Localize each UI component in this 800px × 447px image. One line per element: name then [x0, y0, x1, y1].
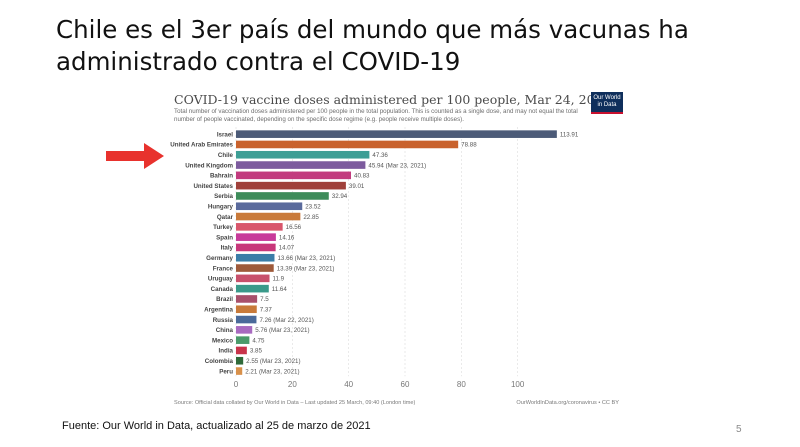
value-label: 78.88 [461, 142, 477, 149]
x-tick-label: 100 [511, 380, 525, 389]
value-label: 2.21 (Mar 23, 2021) [245, 368, 299, 375]
category-label: Italy [221, 245, 234, 252]
owid-logo[interactable]: Our World in Data [591, 92, 623, 114]
value-label: 13.66 (Mar 23, 2021) [277, 255, 335, 262]
category-label: United States [193, 183, 233, 190]
category-label: Serbia [214, 193, 233, 200]
bar-chart: 0 20 40 60 80 100 Israel 113.91 United Arab Emir… [170, 127, 579, 389]
page-number: 5 [736, 424, 742, 435]
bar [236, 140, 459, 149]
category-label: Mexico [212, 337, 233, 344]
bar [236, 253, 275, 262]
value-label: 11.64 [272, 286, 288, 293]
category-label: Peru [219, 368, 233, 375]
value-label: 7.5 [260, 296, 269, 303]
value-label: 40.83 [354, 173, 370, 180]
chart-subtitle: Total number of vaccination doses admini… [174, 108, 578, 123]
bar [236, 315, 257, 324]
category-label: Germany [206, 255, 233, 262]
bar [236, 192, 329, 200]
bar [236, 274, 270, 283]
category-label: Argentina [204, 306, 233, 313]
bar [236, 367, 243, 375]
bar [236, 233, 276, 241]
chart-source: Source: Official data collated by Our Wo… [174, 400, 416, 406]
bar [236, 161, 366, 169]
x-tick-label: 80 [457, 380, 466, 389]
value-label: 7.26 (Mar 22, 2021) [259, 317, 313, 324]
category-label: Brazil [216, 296, 233, 303]
value-label: 14.07 [279, 245, 295, 252]
value-label: 22.85 [303, 214, 319, 221]
value-label: 11.9 [273, 276, 285, 283]
category-label: Canada [211, 286, 234, 293]
value-label: 5.76 (Mar 23, 2021) [255, 327, 309, 334]
category-label: China [216, 327, 234, 334]
bar [236, 295, 258, 303]
category-label: Russia [213, 317, 234, 324]
category-label: Colombia [205, 358, 234, 365]
bar [236, 243, 276, 252]
category-label: Spain [216, 234, 233, 241]
category-label: Bahrain [210, 173, 233, 180]
x-tick-label: 0 [234, 380, 239, 389]
value-label: 13.39 (Mar 23, 2021) [277, 265, 335, 272]
category-label: Chile [218, 152, 234, 159]
bar [236, 212, 301, 221]
category-label: United Arab Emirates [170, 142, 233, 149]
source-note: Fuente: Our World in Data, actualizado a… [62, 420, 371, 432]
bar [236, 305, 257, 314]
value-label: 16.56 [286, 224, 302, 231]
category-label: Qatar [217, 214, 234, 221]
value-label: 7.37 [260, 306, 273, 313]
category-label: Israel [217, 131, 233, 138]
bar [236, 356, 244, 365]
category-label: India [219, 348, 234, 355]
slide-title: Chile es el 3er país del mundo que más v… [56, 15, 689, 76]
bar [236, 181, 346, 190]
value-label: 39.01 [349, 183, 365, 190]
value-label: 14.16 [279, 234, 295, 241]
bar [236, 171, 352, 180]
value-label: 47.36 [372, 152, 388, 159]
x-tick-label: 20 [288, 380, 297, 389]
bar [236, 130, 557, 138]
bar [236, 346, 247, 355]
category-label: Hungary [208, 203, 234, 210]
value-label: 3.85 [250, 348, 263, 355]
bar [236, 326, 253, 334]
value-label: 4.75 [252, 337, 265, 344]
value-label: 113.91 [560, 131, 579, 138]
category-label: United Kingdom [185, 162, 233, 169]
value-label: 2.55 (Mar 23, 2021) [246, 358, 300, 365]
value-label: 23.52 [305, 203, 321, 210]
category-label: France [213, 265, 234, 272]
x-tick-label: 40 [344, 380, 353, 389]
bar [236, 150, 370, 159]
value-label: 32.94 [332, 193, 348, 200]
value-label: 45.94 (Mar 23, 2021) [368, 162, 426, 169]
chart-title: COVID-19 vaccine doses administered per … [174, 92, 611, 107]
bar [236, 223, 283, 231]
category-label: Turkey [213, 224, 233, 231]
x-tick-label: 60 [401, 380, 410, 389]
chart-license[interactable]: OurWorldInData.org/coronavirus • CC BY [516, 400, 619, 406]
red-arrow-icon [106, 143, 164, 169]
category-label: Uruguay [208, 276, 234, 283]
bar [236, 284, 269, 293]
bar [236, 202, 303, 211]
bar [236, 336, 250, 344]
bar [236, 264, 274, 272]
chart-panel: COVID-19 vaccine doses administered per … [168, 88, 623, 413]
